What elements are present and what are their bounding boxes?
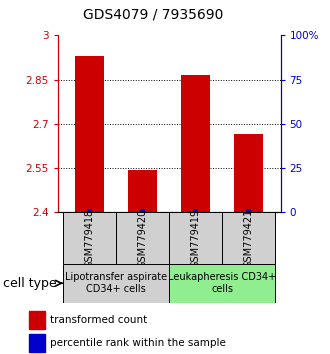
Bar <box>140 209 145 212</box>
Bar <box>116 212 169 264</box>
Text: cell type: cell type <box>3 277 57 290</box>
Bar <box>193 209 198 212</box>
Bar <box>29 334 45 352</box>
Text: GSM779420: GSM779420 <box>138 209 148 268</box>
Bar <box>75 56 104 212</box>
Bar <box>169 264 275 303</box>
Bar <box>87 209 92 212</box>
Text: Leukapheresis CD34+
cells: Leukapheresis CD34+ cells <box>168 272 276 294</box>
Bar <box>29 311 45 329</box>
Bar <box>222 212 275 264</box>
Text: GDS4079 / 7935690: GDS4079 / 7935690 <box>83 7 224 21</box>
Text: GSM779421: GSM779421 <box>244 209 254 268</box>
Bar <box>63 264 169 303</box>
Bar <box>246 209 251 212</box>
Bar <box>169 212 222 264</box>
Text: Lipotransfer aspirate
CD34+ cells: Lipotransfer aspirate CD34+ cells <box>65 272 167 294</box>
Text: transformed count: transformed count <box>50 315 147 325</box>
Text: GSM779418: GSM779418 <box>84 209 95 268</box>
Bar <box>181 75 210 212</box>
Bar <box>128 170 157 212</box>
Text: GSM779419: GSM779419 <box>191 209 201 268</box>
Bar <box>63 212 116 264</box>
Bar <box>234 134 263 212</box>
Text: percentile rank within the sample: percentile rank within the sample <box>50 338 225 348</box>
